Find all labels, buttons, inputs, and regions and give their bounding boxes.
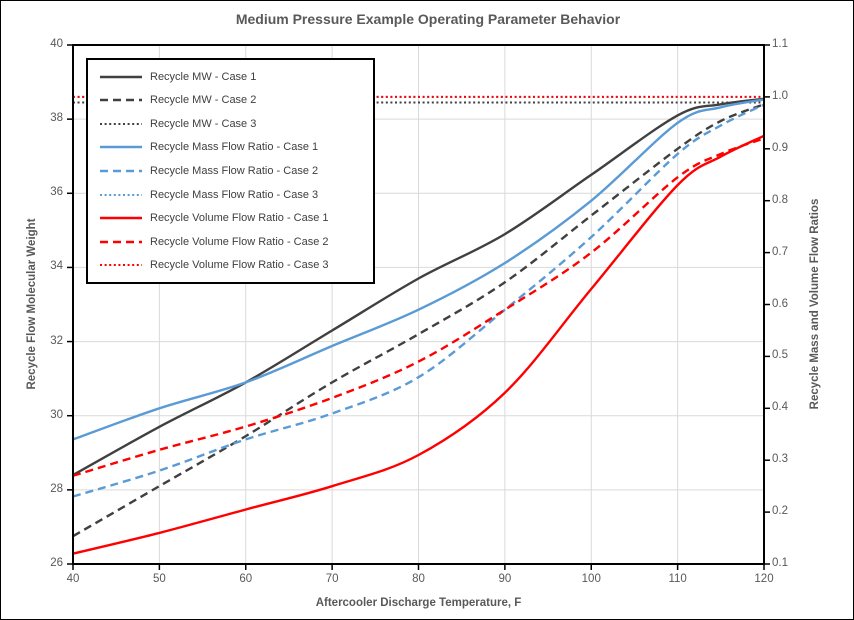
legend-item: Recycle Volume Flow Ratio - Case 2: [100, 231, 373, 253]
x-tick-label: 120: [754, 573, 774, 585]
series-line-7: [72, 134, 765, 555]
y-left-tick-label: 36: [50, 186, 63, 199]
legend-item: Recycle MW - Case 3: [100, 113, 373, 135]
x-tick-label: 70: [325, 573, 339, 585]
y-right-tick-label: 0.3: [772, 453, 788, 466]
legend-line-sample: [100, 98, 142, 102]
legend-line-sample: [100, 169, 142, 173]
x-tick-label: 40: [66, 573, 80, 585]
legend-line-sample: [100, 122, 142, 125]
y-axis-left-label: Recycle Flow Molecular Weight: [26, 218, 38, 390]
y-right-tick-label: 0.6: [772, 297, 788, 310]
y-right-tick-label: 0.2: [772, 505, 788, 518]
x-tick-label: 50: [152, 573, 166, 585]
series-line-1: [72, 97, 765, 477]
legend-item-label: Recycle Volume Flow Ratio - Case 1: [150, 212, 329, 225]
legend-line-sample: [100, 75, 142, 78]
legend-item-label: Recycle Mass Flow Ratio - Case 2: [150, 164, 319, 177]
x-axis-label: Aftercooler Discharge Temperature, F: [315, 597, 522, 609]
chart-title: Medium Pressure Example Operating Parame…: [235, 11, 621, 27]
x-tick-label: 100: [581, 573, 601, 585]
legend-item-label: Recycle Volume Flow Ratio - Case 3: [150, 259, 329, 272]
x-tick-label: 60: [239, 573, 253, 585]
y-right-tick-label: 0.4: [772, 401, 788, 414]
y-right-tick-label: 1.0: [772, 89, 788, 102]
legend-line-sample: [100, 216, 142, 220]
y-right-tick-label: 0.7: [772, 245, 788, 258]
y-left-tick-label: 34: [50, 260, 63, 273]
y-right-tick-label: 0.9: [772, 141, 788, 154]
x-tick-label: 110: [668, 573, 687, 585]
legend-item: Recycle MW - Case 2: [100, 89, 373, 111]
y-right-tick-label: 1.1: [772, 38, 788, 50]
legend-item: Recycle MW - Case 1: [100, 66, 373, 88]
legend-item-label: Recycle MW - Case 1: [150, 70, 257, 83]
legend-item-label: Recycle Mass Flow Ratio - Case 3: [150, 188, 319, 201]
y-left-tick-label: 40: [50, 38, 63, 50]
y-left-tick-label: 26: [50, 557, 63, 569]
legend-line-sample: [100, 193, 142, 196]
legend-box: Recycle MW - Case 1 Recycle MW - Case 2 Re…: [86, 58, 375, 284]
series-line-2: [72, 103, 765, 538]
legend-item: Recycle Mass Flow Ratio - Case 2: [100, 160, 373, 182]
legend-item-label: Recycle Mass Flow Ratio - Case 1: [150, 141, 319, 154]
series-line-5: [72, 103, 765, 498]
y-left-tick-label: 32: [50, 334, 63, 347]
legend-item-label: Recycle MW - Case 3: [150, 117, 257, 130]
series-line-4: [72, 98, 765, 441]
legend-line-sample: [100, 264, 142, 267]
x-tick-label: 80: [412, 573, 425, 585]
y-left-tick-label: 38: [50, 112, 63, 125]
legend-item-label: Recycle MW - Case 2: [150, 94, 257, 107]
legend-item: Recycle Volume Flow Ratio - Case 3: [100, 254, 373, 276]
y-left-tick-label: 28: [50, 482, 63, 495]
y-right-tick-label: 0.8: [772, 193, 788, 206]
legend-item: Recycle Mass Flow Ratio - Case 3: [100, 184, 373, 206]
y-left-tick-label: 30: [50, 408, 63, 421]
x-tick-label: 90: [498, 573, 512, 585]
legend-item: Recycle Mass Flow Ratio - Case 1: [100, 136, 373, 158]
y-right-tick-label: 0.5: [772, 349, 788, 362]
y-right-tick-label: 0.1: [772, 557, 788, 569]
legend-item-label: Recycle Volume Flow Ratio - Case 2: [150, 235, 329, 248]
series-line-8: [72, 137, 765, 477]
legend-line-sample: [100, 240, 142, 243]
legend-item: Recycle Volume Flow Ratio - Case 1: [100, 207, 373, 229]
legend-line-sample: [100, 146, 142, 149]
